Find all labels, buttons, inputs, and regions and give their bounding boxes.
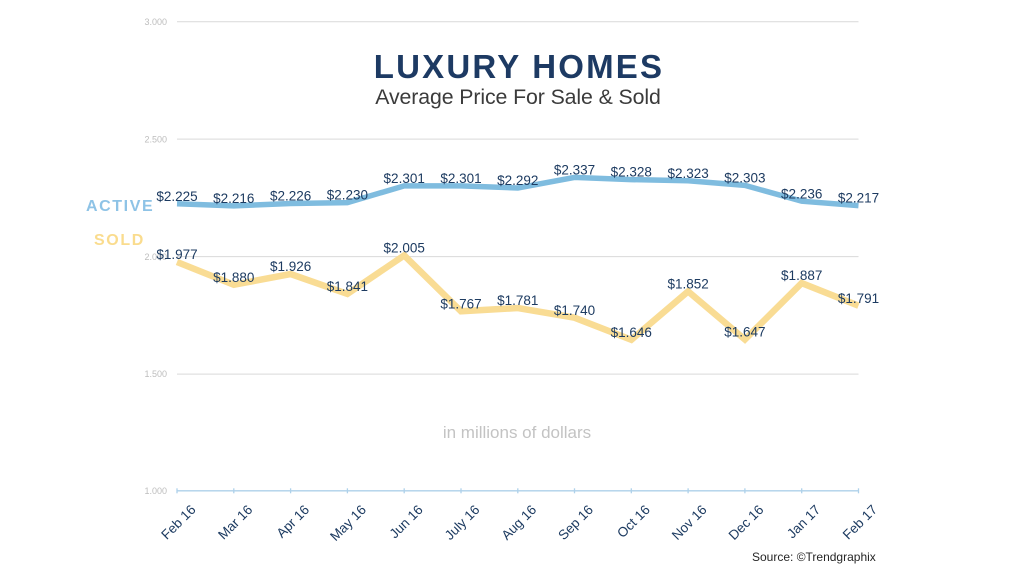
svg-text:Apr 16: Apr 16 [273, 502, 312, 541]
svg-text:$1.647: $1.647 [724, 325, 765, 340]
svg-text:$2.323: $2.323 [667, 166, 708, 181]
svg-text:Jun 16: Jun 16 [387, 502, 426, 541]
svg-text:$2.301: $2.301 [384, 171, 425, 186]
svg-text:$2.230: $2.230 [327, 188, 368, 203]
svg-text:1.000: 1.000 [144, 486, 167, 496]
svg-text:Feb 16: Feb 16 [158, 502, 198, 542]
svg-text:$2.005: $2.005 [384, 241, 425, 256]
svg-text:$2.303: $2.303 [724, 171, 765, 186]
svg-text:$1.791: $1.791 [838, 291, 879, 306]
svg-text:$1.781: $1.781 [497, 293, 538, 308]
svg-text:Oct 16: Oct 16 [614, 502, 653, 541]
svg-text:May 16: May 16 [327, 502, 369, 544]
svg-text:Sep 16: Sep 16 [555, 502, 596, 543]
svg-text:$1.841: $1.841 [327, 279, 368, 294]
svg-text:$1.887: $1.887 [781, 268, 822, 283]
svg-text:$2.337: $2.337 [554, 163, 595, 178]
svg-text:$2.328: $2.328 [611, 165, 652, 180]
svg-text:$2.216: $2.216 [213, 191, 254, 206]
svg-text:$2.217: $2.217 [838, 191, 879, 206]
svg-text:1.500: 1.500 [144, 369, 167, 379]
svg-text:Dec 16: Dec 16 [726, 502, 767, 543]
svg-text:Feb 17: Feb 17 [840, 502, 880, 542]
svg-text:3.000: 3.000 [144, 17, 167, 27]
svg-text:2.000: 2.000 [144, 252, 167, 262]
svg-text:$2.226: $2.226 [270, 189, 311, 204]
svg-text:Nov 16: Nov 16 [669, 502, 710, 543]
svg-text:2.500: 2.500 [144, 134, 167, 144]
svg-text:$2.225: $2.225 [156, 189, 197, 204]
svg-text:$1.926: $1.926 [270, 259, 311, 274]
svg-text:$1.852: $1.852 [667, 277, 708, 292]
svg-text:$1.646: $1.646 [611, 325, 652, 340]
svg-text:$1.767: $1.767 [440, 296, 481, 311]
svg-text:$2.301: $2.301 [440, 171, 481, 186]
svg-text:$1.880: $1.880 [213, 270, 254, 285]
svg-text:$2.236: $2.236 [781, 186, 822, 201]
svg-text:Jan 17: Jan 17 [784, 502, 823, 541]
svg-text:$1.977: $1.977 [156, 247, 197, 262]
svg-text:July 16: July 16 [442, 502, 483, 543]
svg-text:Mar 16: Mar 16 [215, 502, 255, 542]
svg-text:Aug 16: Aug 16 [498, 502, 539, 543]
svg-text:$1.740: $1.740 [554, 303, 595, 318]
svg-text:$2.292: $2.292 [497, 173, 538, 188]
